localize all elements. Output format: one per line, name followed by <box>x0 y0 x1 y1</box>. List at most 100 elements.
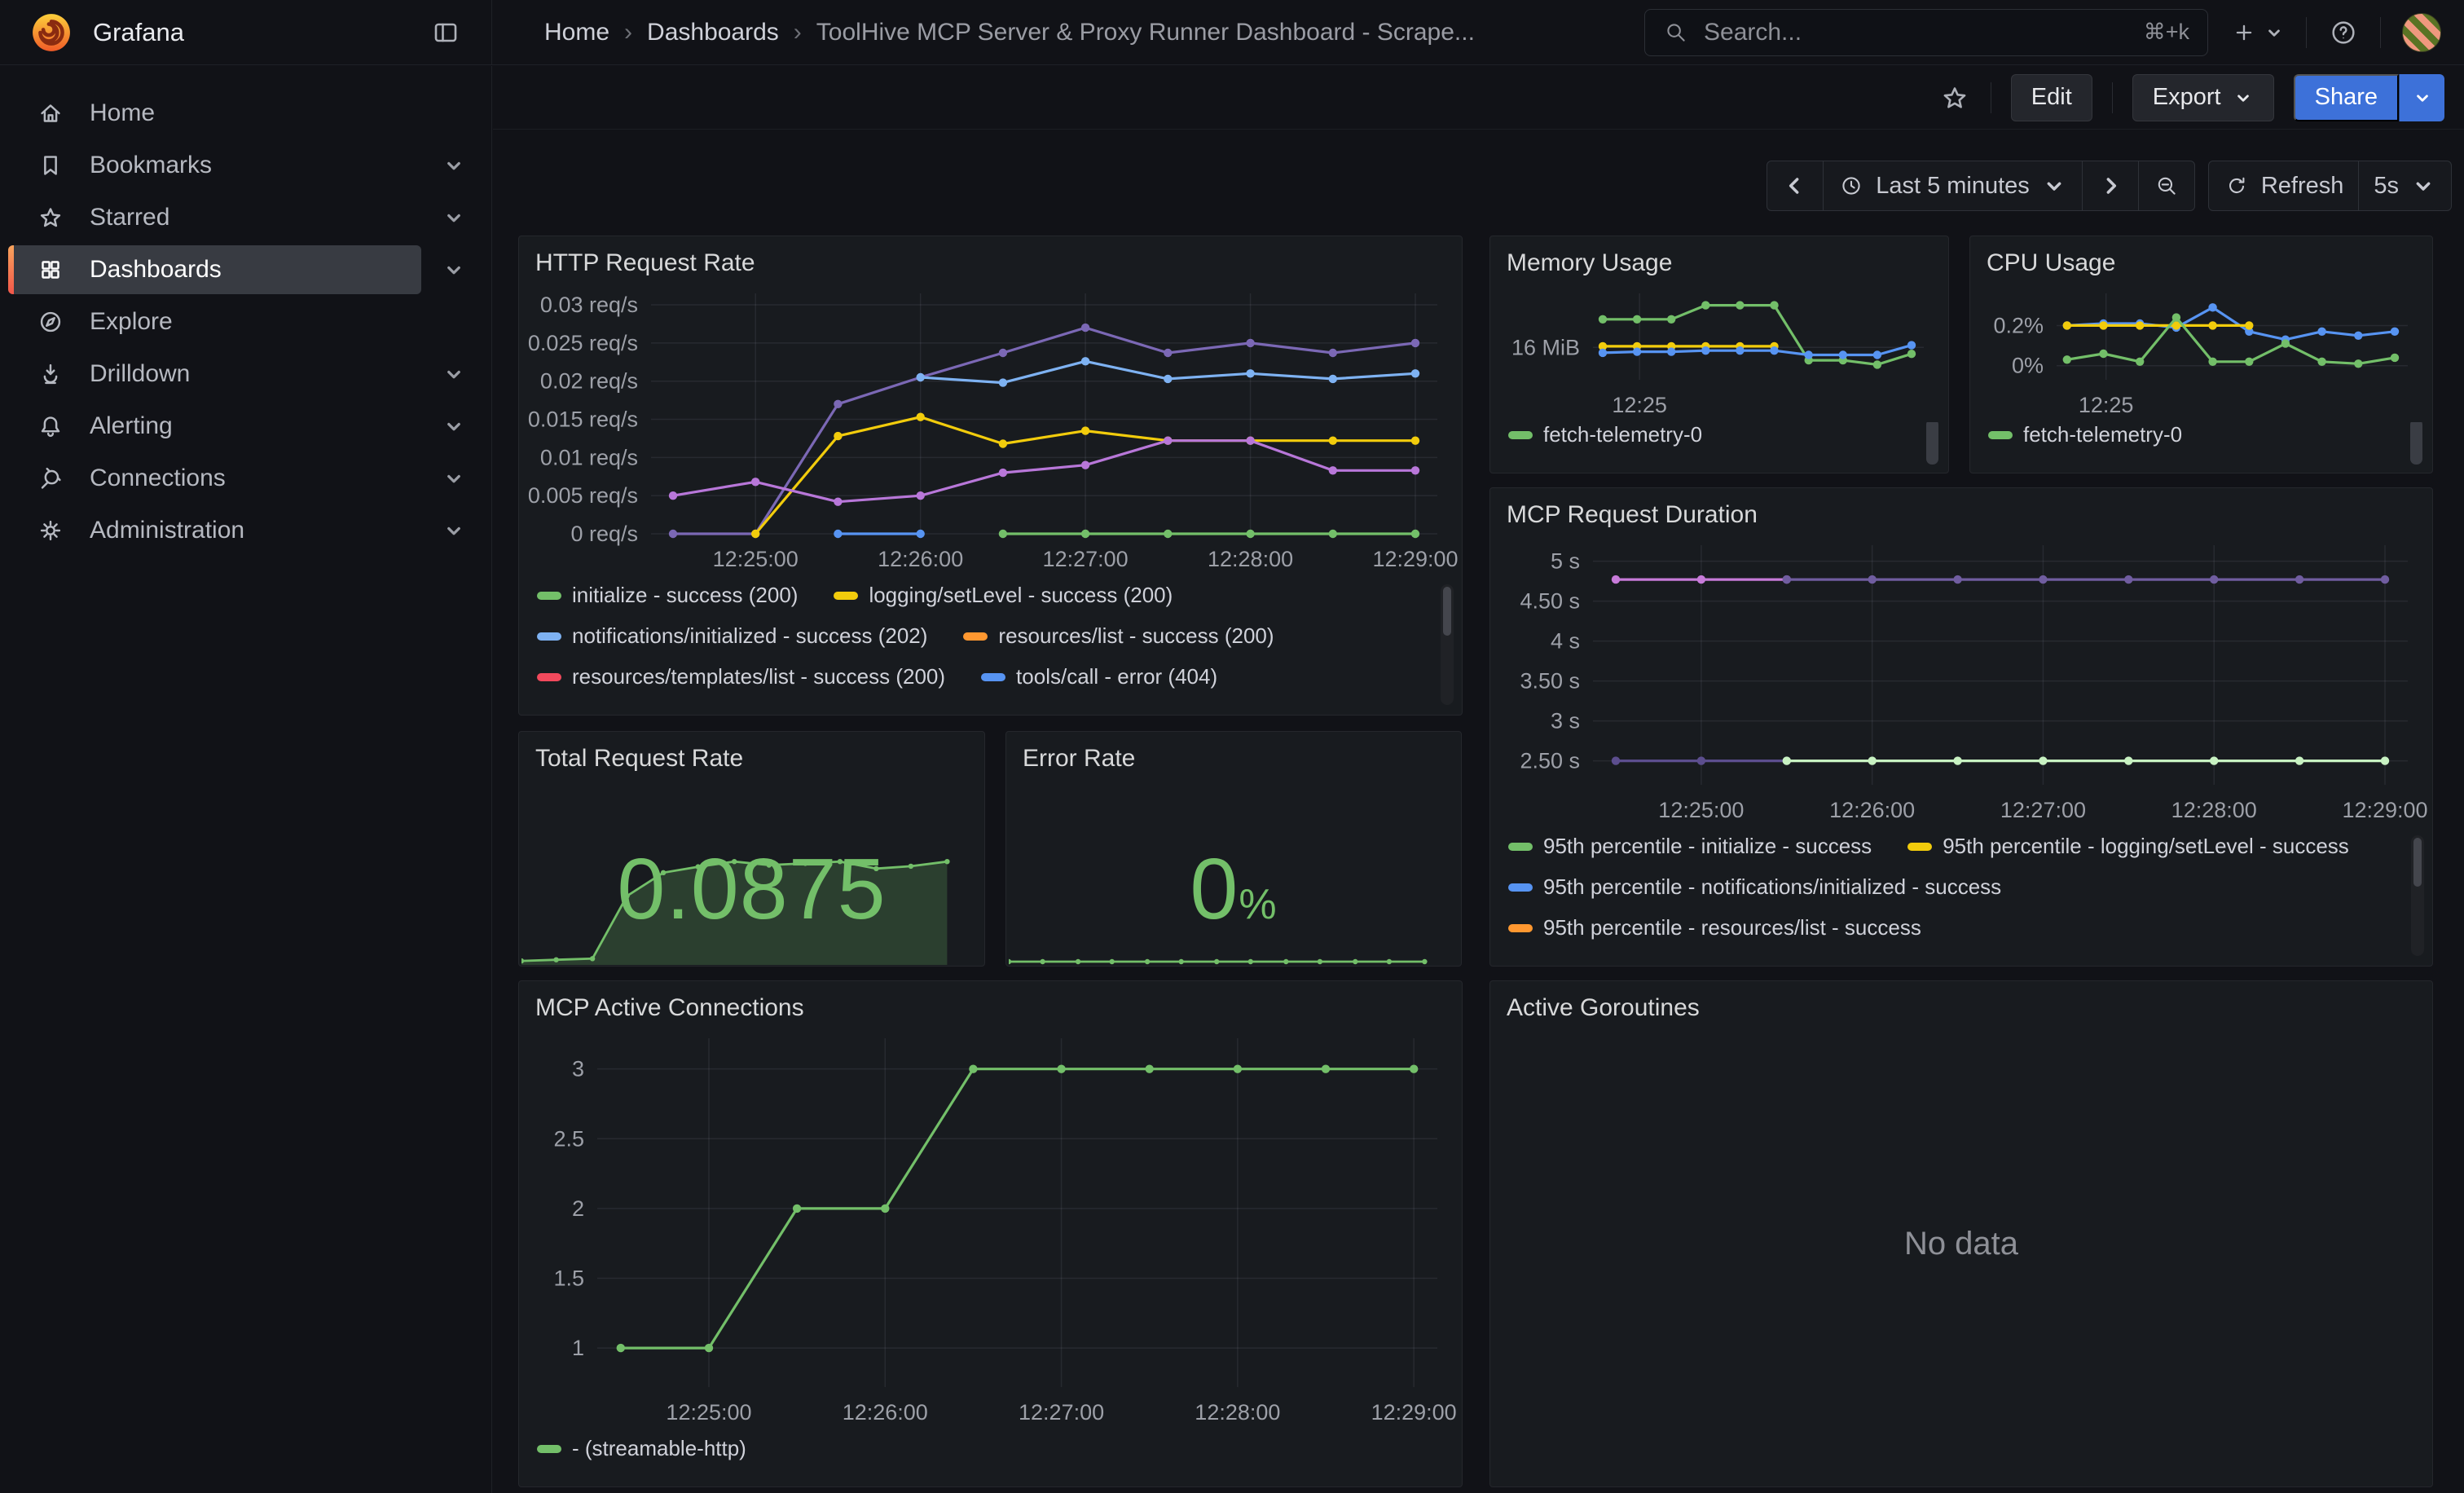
svg-text:2.50 s: 2.50 s <box>1520 749 1580 773</box>
legend-item[interactable]: fetch-telemetry-0 <box>1988 422 2182 447</box>
legend-item[interactable]: fetch-telemetry-0 <box>1508 422 1702 447</box>
svg-text:3.50 s: 3.50 s <box>1520 669 1580 694</box>
panel-title[interactable]: Error Rate <box>1006 732 1461 776</box>
sidebar-item-home[interactable]: Home <box>0 87 491 139</box>
legend-item[interactable]: tools/call - error (404) <box>981 664 1217 689</box>
legend-item[interactable]: resources/list - success (200) <box>963 623 1274 649</box>
legend-item[interactable]: tools/list - success (200) <box>841 705 1103 707</box>
divider <box>2380 17 2381 48</box>
panel-title[interactable]: CPU Usage <box>1970 236 2432 280</box>
clock-icon <box>1838 173 1864 199</box>
panel-title[interactable]: MCP Request Duration <box>1490 488 2432 532</box>
active-highlight <box>8 193 421 242</box>
legend-scrollbar[interactable] <box>1441 584 1454 705</box>
sidebar-item-label: Connections <box>90 465 226 492</box>
panel-active-goroutines: Active Goroutines No data <box>1489 980 2433 1487</box>
grafana-logo-icon[interactable] <box>31 12 72 53</box>
no-data-message: No data <box>1490 1025 2432 1486</box>
svg-text:16 MiB: 16 MiB <box>1511 335 1580 359</box>
legend-item[interactable]: 95th percentile - resources/templates/li… <box>1508 956 2019 958</box>
chevron-down-icon[interactable] <box>442 466 466 491</box>
breadcrumb-dashboards[interactable]: Dashboards <box>647 19 779 46</box>
bookmark-icon <box>34 149 67 182</box>
cpu-usage-chart[interactable]: 12:250%0.2% <box>1970 280 2432 419</box>
panel-title[interactable]: Active Goroutines <box>1490 981 2432 1025</box>
search-box[interactable]: ⌘+k <box>1644 9 2208 56</box>
refresh-button[interactable]: Refresh <box>2209 161 2359 210</box>
panel-title[interactable]: HTTP Request Rate <box>519 236 1462 280</box>
help-icon[interactable] <box>2328 17 2359 48</box>
legend-scrollbar[interactable] <box>1926 422 1938 465</box>
sidebar-item-label: Drilldown <box>90 360 190 388</box>
panel-title[interactable]: Total Request Rate <box>519 732 984 776</box>
chevron-down-icon[interactable] <box>442 258 466 282</box>
sidebar-item-alerting[interactable]: Alerting <box>0 400 491 452</box>
chevron-down-icon[interactable] <box>442 205 466 230</box>
zoom-out-icon <box>2154 173 2180 199</box>
sidebar-item-label: Alerting <box>90 412 173 440</box>
active-highlight <box>8 350 421 399</box>
time-forward-button[interactable] <box>2082 161 2138 210</box>
zoom-out-button[interactable] <box>2138 161 2194 210</box>
svg-text:4 s: 4 s <box>1551 629 1580 654</box>
share-dropdown-button[interactable] <box>2399 74 2444 121</box>
memory-usage-chart[interactable]: 12:25 16 MiB <box>1490 280 1948 419</box>
legend-item[interactable]: resources/templates/list - success (200) <box>537 664 945 689</box>
sidebar-item-bookmarks[interactable]: Bookmarks <box>0 139 491 192</box>
time-back-button[interactable] <box>1767 161 1823 210</box>
search-input[interactable] <box>1702 18 2131 47</box>
svg-text:2.5: 2.5 <box>553 1126 584 1151</box>
legend-scrollbar[interactable] <box>2411 835 2424 956</box>
sidebar-item-explore[interactable]: Explore <box>0 296 491 348</box>
breadcrumb: Home › Dashboards › ToolHive MCP Server … <box>492 19 1475 46</box>
add-new-button[interactable] <box>2229 18 2285 47</box>
panel-error-rate: Error Rate 0% <box>1005 731 1462 967</box>
panel-title[interactable]: MCP Active Connections <box>519 981 1462 1025</box>
sidebar-toggle-icon[interactable] <box>429 16 462 49</box>
sidebar-item-administration[interactable]: Administration <box>0 504 491 557</box>
export-button[interactable]: Export <box>2132 74 2274 121</box>
breadcrumb-home[interactable]: Home <box>544 19 609 46</box>
compass-icon <box>34 306 67 338</box>
svg-text:1: 1 <box>572 1336 584 1360</box>
panel-memory-usage: Memory Usage 12:25 16 MiB fetch-telemetry… <box>1489 236 1949 473</box>
sidebar-item-drilldown[interactable]: Drilldown <box>0 348 491 400</box>
http-request-rate-chart[interactable]: 12:25:0012:26:0012:27:0012:28:0012:29:00… <box>519 280 1462 579</box>
chevron-down-icon[interactable] <box>442 414 466 438</box>
chevron-down-icon[interactable] <box>442 518 466 543</box>
chevron-down-icon[interactable] <box>442 362 466 386</box>
svg-text:12:25: 12:25 <box>1612 393 1667 417</box>
sidebar-item-label: Explore <box>90 308 173 336</box>
sidebar-item-connections[interactable]: Connections <box>0 452 491 504</box>
refresh-interval-picker[interactable]: 5s <box>2358 161 2451 210</box>
sidebar-item-dashboards[interactable]: Dashboards <box>0 244 491 296</box>
svg-text:3: 3 <box>572 1057 584 1081</box>
user-avatar[interactable] <box>2402 13 2441 52</box>
legend-item[interactable]: initialize - success (200) <box>537 583 798 608</box>
share-button-group: Share <box>2294 74 2444 121</box>
legend-area: fetch-telemetry-0 <box>1982 422 2424 465</box>
mcp-active-connections-chart[interactable]: 12:25:0012:26:0012:27:0012:28:0012:29:00… <box>519 1025 1462 1433</box>
svg-text:1.5: 1.5 <box>553 1266 584 1290</box>
legend-item[interactable]: 95th percentile - notifications/initiali… <box>1508 874 2001 900</box>
legend-item[interactable]: 95th percentile - logging/setLevel - suc… <box>1907 834 2349 859</box>
legend-item[interactable]: tools/call - success (200) <box>537 705 805 707</box>
legend-item[interactable]: 95th percentile - initialize - success <box>1508 834 1872 859</box>
time-range-picker[interactable]: Last 5 minutes <box>1823 161 2082 210</box>
svg-text:12:28:00: 12:28:00 <box>1195 1400 1280 1425</box>
legend-item[interactable]: - (streamable-http) <box>537 1436 746 1461</box>
mcp-request-duration-chart[interactable]: 12:25:0012:26:0012:27:0012:28:0012:29:00… <box>1490 532 2432 830</box>
legend-item[interactable]: unknown - success (200) <box>1139 705 1410 707</box>
sidebar-item-starred[interactable]: Starred <box>0 192 491 244</box>
edit-button[interactable]: Edit <box>2011 74 2092 121</box>
chevron-down-icon[interactable] <box>442 153 466 178</box>
panel-title[interactable]: Memory Usage <box>1490 236 1948 280</box>
legend-swatch <box>537 632 561 641</box>
legend-item[interactable]: notifications/initialized - success (202… <box>537 623 927 649</box>
legend-item[interactable]: 95th percentile - resources/list - succe… <box>1508 915 1921 940</box>
favorite-star-icon[interactable] <box>1938 81 1971 114</box>
legend-item[interactable]: logging/setLevel - success (200) <box>834 583 1173 608</box>
share-button[interactable]: Share <box>2294 74 2399 121</box>
legend-area: 95th percentile - initialize - success 95… <box>1502 834 2424 958</box>
legend-scrollbar[interactable] <box>2410 422 2422 465</box>
